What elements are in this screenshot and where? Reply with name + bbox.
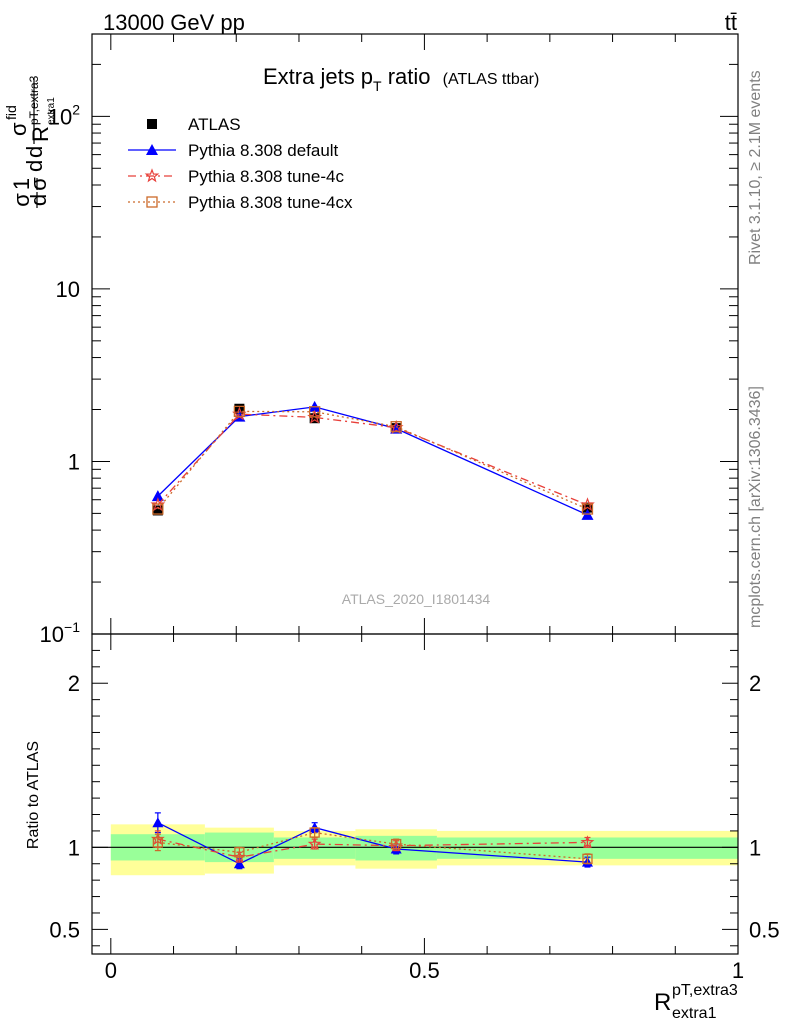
rivet-label: Rivet 3.1.10, ≥ 2.1M events bbox=[747, 70, 764, 265]
x-tick-label-1: 0.5 bbox=[409, 958, 440, 983]
legend-label-0: ATLAS bbox=[188, 115, 241, 134]
main-point-3-1 bbox=[233, 405, 246, 418]
svg-text:σ: σ bbox=[9, 193, 34, 207]
x-axis-label-base: R bbox=[654, 989, 671, 1016]
title-small: (ATLAS ttbar) bbox=[443, 71, 540, 88]
main-y-tick-label-base: 10 bbox=[40, 622, 64, 647]
main-series-line-3 bbox=[157, 410, 588, 510]
ratio-y-axis-label: Ratio to ATLAS bbox=[25, 741, 42, 849]
title-subscript: T bbox=[373, 78, 382, 94]
main-series-line-1 bbox=[157, 406, 588, 516]
main-point-2-0 bbox=[150, 497, 166, 512]
main-title: Extra jets pT ratio (ATLAS ttbar) bbox=[263, 64, 539, 94]
svg-text:d: d bbox=[22, 146, 47, 158]
ratio-y-tick-label-right-0: 0.5 bbox=[749, 917, 780, 942]
svg-text:d: d bbox=[26, 194, 51, 206]
main-y-tick-label-3: 102 bbox=[48, 101, 80, 129]
main-y-tick-label-1: 1 bbox=[68, 449, 80, 474]
main-y-tick-label-exp: −1 bbox=[64, 619, 80, 635]
main-point-2-4 bbox=[580, 497, 595, 512]
x-tick-label-0: 0 bbox=[105, 958, 117, 983]
process-label: tt̄ bbox=[725, 10, 737, 35]
main-point-2-2 bbox=[307, 409, 323, 424]
svg-text:fid: fid bbox=[3, 105, 19, 120]
svg-text:σ: σ bbox=[6, 122, 31, 136]
ratio-y-tick-label-right-2: 2 bbox=[749, 671, 761, 696]
legend-marker-2 bbox=[144, 168, 160, 183]
ratio-point-0-1 bbox=[233, 858, 245, 869]
legend-marker-3 bbox=[146, 196, 158, 208]
ratio-point-1-4 bbox=[580, 835, 595, 849]
ratio-point-2-2 bbox=[309, 827, 320, 838]
main-series-line-2 bbox=[157, 413, 588, 506]
ratio-y-tick-label-1: 1 bbox=[68, 835, 80, 860]
ratio-point-0-0 bbox=[152, 817, 164, 828]
ratio-panel-axes: 0.5 0.51 12 20 0.5 1 bbox=[49, 633, 780, 983]
main-panel-series bbox=[150, 400, 595, 520]
main-point-1-0 bbox=[151, 490, 164, 502]
svg-text:σ: σ bbox=[26, 177, 51, 191]
main-y-axis-label: d σ 1 σ d d σ fid R pT,extra3 extra1 bbox=[3, 75, 57, 208]
svg-text:d: d bbox=[22, 160, 47, 172]
svg-text:extra1: extra1 bbox=[46, 97, 57, 125]
analysis-label: ATLAS_2020_I1801434 bbox=[342, 591, 491, 607]
ratio-y-tick-label-right-1: 1 bbox=[749, 835, 761, 860]
ratio-frame bbox=[91, 633, 739, 955]
ratio-series-line-2 bbox=[157, 831, 588, 860]
ratio-y-tick-label-0: 0.5 bbox=[49, 917, 80, 942]
ratio-point-2-1 bbox=[234, 847, 245, 858]
svg-text:R: R bbox=[28, 126, 53, 142]
legend-label-2: Pythia 8.308 tune-4c bbox=[188, 167, 344, 186]
band-inner-4 bbox=[436, 837, 738, 859]
ratio-point-1-2 bbox=[307, 836, 322, 850]
ratio-point-2-3 bbox=[391, 838, 402, 850]
ratio-y-tick-label-2: 2 bbox=[68, 671, 80, 696]
main-y-tick-label-2: 10 bbox=[56, 277, 80, 302]
main-y-tick-label-exp: 2 bbox=[72, 101, 80, 117]
main-point-3-4 bbox=[581, 503, 594, 515]
ratio-point-2-4 bbox=[582, 853, 593, 864]
x-tick-label-2: 1 bbox=[732, 958, 744, 983]
legend-marker-0 bbox=[147, 119, 157, 129]
main-point-3-2 bbox=[309, 406, 321, 418]
ratio-panel-series bbox=[150, 812, 595, 870]
title-main: Extra jets p bbox=[263, 64, 373, 89]
title-tail: ratio bbox=[382, 64, 431, 89]
ratio-panel-bands bbox=[92, 824, 738, 876]
energy-label: 13000 GeV pp bbox=[103, 10, 245, 35]
mcplots-label: mcplots.cern.ch [arXiv:1306.3436] bbox=[747, 386, 764, 628]
legend: ATLAS Pythia 8.308 default Pythia 8.308 tu… bbox=[128, 115, 353, 212]
main-point-3-0 bbox=[152, 503, 164, 515]
main-y-tick-label-base: 10 bbox=[48, 104, 72, 129]
main-point-0-0 bbox=[152, 505, 163, 516]
legend-label-1: Pythia 8.308 default bbox=[188, 141, 339, 160]
legend-label-3: Pythia 8.308 tune-4cx bbox=[188, 193, 353, 212]
main-y-tick-label-0: 10−1 bbox=[40, 619, 81, 647]
svg-text:1: 1 bbox=[9, 178, 34, 190]
main-point-3-3 bbox=[390, 421, 402, 433]
x-axis-label: R pT,extra3 extra1 bbox=[654, 982, 738, 1022]
ratio-point-2-0 bbox=[152, 837, 164, 848]
x-axis-label-sup: pT,extra3 bbox=[672, 982, 738, 999]
x-axis-label-sub: extra1 bbox=[672, 1005, 717, 1022]
legend-marker-1 bbox=[146, 144, 158, 155]
main-point-0-2 bbox=[309, 413, 320, 424]
ratio-series-line-1 bbox=[157, 838, 588, 858]
